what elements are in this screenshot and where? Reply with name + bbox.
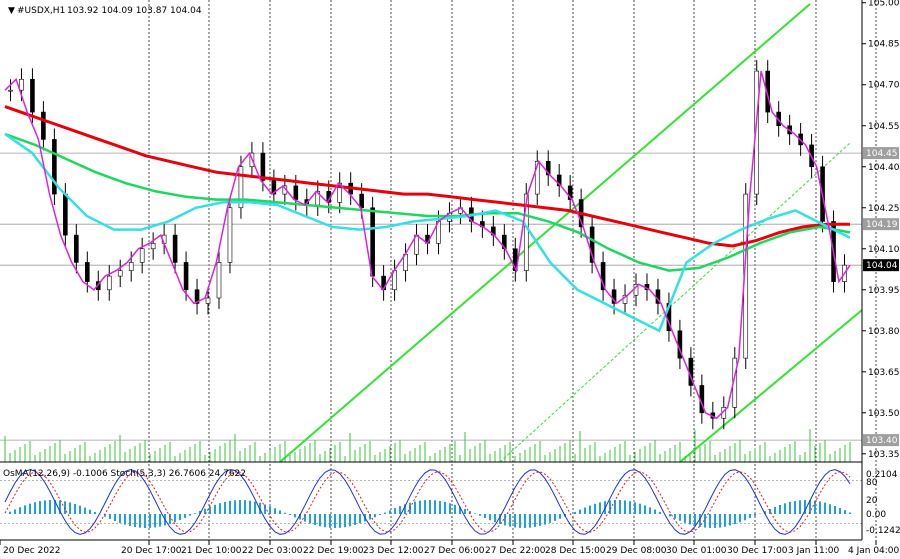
candle-body — [106, 275, 112, 291]
candle-body — [227, 207, 233, 263]
candle-body — [52, 139, 57, 195]
candle-body — [41, 111, 46, 140]
candle-body — [19, 78, 24, 91]
candle-body — [8, 89, 13, 92]
time-tick-label: 23 Dec 12:00 — [363, 546, 424, 556]
price-tag-label: 104.45 — [866, 149, 898, 159]
price-tick-label: 105.00 — [868, 0, 900, 9]
candle-body — [765, 70, 770, 113]
candle-body — [337, 182, 343, 203]
candle-body — [95, 281, 101, 291]
oscillator-tick-label: 0.2104 — [866, 470, 898, 480]
candle-body — [74, 234, 79, 263]
candle-body — [205, 297, 211, 304]
expand-arrow-icon[interactable]: ▼ — [8, 6, 15, 16]
ma-magenta-line — [4, 70, 851, 420]
candle-body — [359, 193, 364, 209]
candle-body — [194, 289, 200, 304]
channel-line — [679, 309, 863, 463]
candle-body — [139, 248, 145, 263]
candle-body — [545, 160, 551, 176]
candle-body — [150, 243, 156, 250]
price-tick-label: 103.35 — [868, 450, 900, 460]
oscillator-tick-label: 80 — [866, 478, 878, 488]
time-tick-label: 30 Dec 01:00 — [666, 546, 727, 556]
price-tag — [863, 434, 899, 447]
chart-ohlc: 103.92 104.09 103.87 104.04 — [67, 6, 202, 16]
candle-body — [611, 289, 617, 304]
price-tick-label: 103.50 — [868, 409, 900, 419]
time-tick-label: 28 Dec 15:00 — [545, 546, 606, 556]
time-axis: 20 Dec 2022 20 Dec 17:00 21 Dec 10:00 22 De… — [0, 540, 900, 556]
time-tick-label: 20 Dec 2022 — [3, 546, 61, 556]
candle-body — [523, 193, 529, 271]
candle-body — [370, 207, 375, 277]
candle-body — [260, 152, 266, 181]
ma-green-line — [4, 132, 851, 272]
price-tick-label: 104.10 — [868, 245, 900, 255]
oscillator-tick-label: 0.00 — [866, 510, 886, 520]
price-tick-label: 103.95 — [868, 286, 900, 296]
stoch-main-line — [4, 469, 851, 535]
price-tick-label: 104.55 — [868, 122, 900, 132]
price-axis: 105.00104.85104.70104.55104.40104.25104.… — [862, 0, 900, 460]
candlestick-series — [8, 60, 847, 430]
time-tick-label: 29 Dec 08:00 — [606, 546, 667, 556]
candle-body — [63, 193, 68, 236]
candle-body — [238, 166, 244, 209]
price-tag-label: 104.19 — [866, 220, 898, 230]
trend-channel — [279, 3, 863, 463]
candle-body — [172, 234, 178, 263]
candle-body — [556, 174, 562, 187]
time-tick-label: 3 Jan 11:00 — [788, 546, 840, 556]
time-tick-label: 22 Dec 19:00 — [303, 546, 364, 556]
candle-body — [216, 262, 222, 299]
price-tag-label: 103.40 — [866, 436, 898, 446]
time-tick-label: 30 Dec 17:00 — [727, 546, 788, 556]
oscillator-tick-label: 20 — [866, 496, 878, 506]
candle-body — [85, 262, 90, 282]
candle-body — [293, 185, 299, 200]
time-tick-label: 27 Dec 06:00 — [424, 546, 485, 556]
candle-body — [117, 270, 123, 277]
oscillator-tick-label: -0.1242 — [866, 526, 900, 536]
price-tick-label: 104.40 — [868, 163, 900, 173]
price-tag — [863, 259, 899, 272]
ma-cyan-line — [4, 132, 851, 333]
time-tick-label: 21 Dec 10:00 — [181, 546, 242, 556]
candle-body — [30, 78, 35, 113]
candle-body — [600, 262, 606, 291]
oscillator-subwindow — [0, 469, 862, 535]
candle-body — [128, 262, 134, 271]
candle-body — [183, 262, 189, 291]
price-tick-label: 103.65 — [868, 368, 900, 378]
price-tag — [863, 218, 899, 231]
volume-bars — [4, 429, 851, 462]
time-tick-label: 22 Dec 03:00 — [242, 546, 303, 556]
candle-body — [754, 70, 760, 195]
price-tick-label: 104.85 — [868, 40, 900, 50]
time-tick-label: 20 Dec 17:00 — [121, 546, 182, 556]
channel-line — [499, 142, 851, 463]
price-tag — [863, 147, 899, 160]
chart-symbol: #USDX,H1 — [17, 6, 65, 16]
subwindow-title: OsMA(12,26,9) -0.1006 Stoch(5,3,3) 26.76… — [3, 469, 246, 479]
price-tags: 104.45 104.19 104.04 103.40 — [863, 147, 899, 447]
moving-averages — [4, 70, 851, 420]
candle-body — [567, 185, 573, 200]
time-tick-label: 27 Dec 22:00 — [485, 546, 546, 556]
price-tick-label: 104.25 — [868, 204, 900, 214]
channel-line — [279, 3, 811, 463]
price-tick-label: 104.70 — [868, 81, 900, 91]
price-tag-label: 104.04 — [866, 261, 898, 271]
candle-body — [534, 160, 540, 195]
time-tick-label: 4 Jan 04:00 — [848, 546, 900, 556]
ma-red-line — [4, 105, 850, 248]
price-tick-label: 103.80 — [868, 327, 900, 337]
candle-body — [589, 226, 595, 263]
price-levels — [0, 152, 862, 441]
